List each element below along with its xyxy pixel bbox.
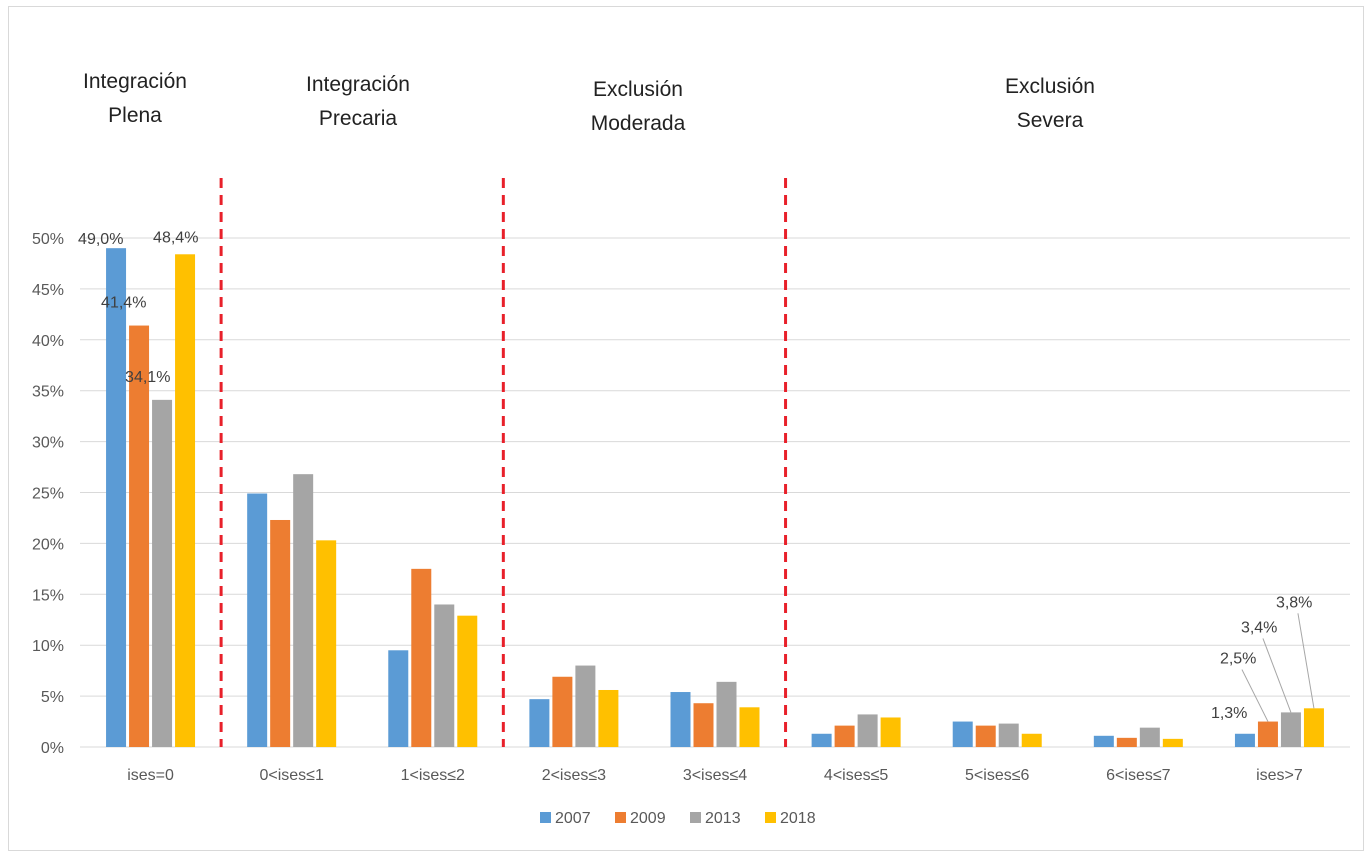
- bar-2009: [975, 725, 996, 747]
- bar-2018: [1303, 708, 1324, 747]
- bar-2018: [1021, 733, 1042, 747]
- legend-swatch-2009: [615, 812, 626, 823]
- group-title-line2: Moderada: [590, 112, 686, 135]
- bar-2018: [316, 540, 337, 747]
- legend-swatch-2007: [540, 812, 551, 823]
- group-title-exclusion-moderada: Exclusión Moderada: [528, 73, 748, 141]
- bar-2018: [880, 717, 901, 747]
- data-label: 3,8%: [1276, 594, 1312, 611]
- group-title-integracion-precaria: Integración Precaria: [248, 68, 468, 136]
- bar-2013: [857, 714, 878, 747]
- bar-2013: [1280, 712, 1301, 747]
- bar-2007: [388, 650, 409, 747]
- bar-2007: [811, 733, 832, 747]
- bar-2007: [106, 248, 127, 747]
- bar-2009: [693, 703, 714, 747]
- group-title-integracion-plena: Integración Plena: [25, 65, 245, 133]
- y-tick-label: 45%: [32, 282, 64, 299]
- bar-2018: [1162, 738, 1183, 747]
- group-title-line1: Exclusión: [593, 78, 683, 101]
- bar-2013: [998, 723, 1019, 747]
- data-label: 1,3%: [1211, 705, 1247, 722]
- group-title-line2: Plena: [108, 104, 162, 127]
- bar-2013: [293, 474, 314, 747]
- group-title-line1: Integración: [83, 70, 187, 93]
- bar-2007: [1093, 735, 1114, 747]
- bar-2007: [1234, 733, 1255, 747]
- group-title-line2: Severa: [1016, 109, 1084, 132]
- x-tick-label: 5<ises≤6: [965, 767, 1029, 784]
- data-label: 41,4%: [101, 295, 146, 312]
- legend-label: 2013: [705, 810, 741, 827]
- group-title-line2: Precaria: [318, 107, 398, 130]
- y-tick-label: 50%: [32, 231, 64, 248]
- data-label: 3,4%: [1241, 619, 1277, 636]
- data-label-leader: [1262, 638, 1292, 713]
- bar-2009: [1116, 737, 1137, 747]
- x-tick-label: ises=0: [127, 767, 174, 784]
- group-title-line1: Integración: [306, 73, 410, 96]
- bar-2013: [716, 681, 737, 747]
- bar-2018: [598, 689, 619, 747]
- bar-2009: [270, 519, 291, 747]
- bar-2013: [575, 665, 596, 747]
- data-label: 2,5%: [1220, 651, 1256, 668]
- bar-2007: [952, 721, 973, 747]
- legend-label: 2007: [555, 810, 591, 827]
- bar-2007: [529, 699, 550, 747]
- x-tick-label: 1<ises≤2: [401, 767, 465, 784]
- y-tick-label: 5%: [41, 689, 64, 706]
- y-tick-label: 30%: [32, 435, 64, 452]
- bar-2018: [739, 707, 760, 747]
- x-tick-label: ises>7: [1256, 767, 1303, 784]
- y-tick-label: 10%: [32, 638, 64, 655]
- legend-label: 2009: [630, 810, 666, 827]
- y-tick-label: 0%: [41, 740, 64, 757]
- bar-2007: [670, 692, 691, 747]
- bar-2009: [1257, 721, 1278, 747]
- data-label-leader: [1297, 613, 1315, 709]
- bar-2013: [152, 399, 173, 747]
- data-label: 49,0%: [78, 231, 123, 248]
- bar-2018: [175, 254, 196, 747]
- y-tick-label: 35%: [32, 384, 64, 401]
- bar-2013: [1139, 727, 1160, 747]
- data-label-leader: [1241, 669, 1269, 722]
- bar-2009: [411, 568, 432, 747]
- legend-swatch-2013: [690, 812, 701, 823]
- group-title-line1: Exclusión: [1005, 75, 1095, 98]
- x-tick-label: 2<ises≤3: [542, 767, 606, 784]
- bar-2009: [552, 676, 573, 747]
- y-tick-label: 20%: [32, 536, 64, 553]
- x-tick-label: 6<ises≤7: [1106, 767, 1170, 784]
- data-label: 34,1%: [125, 369, 170, 386]
- bar-2009: [834, 725, 855, 747]
- x-tick-label: 3<ises≤4: [683, 767, 747, 784]
- legend-label: 2018: [780, 810, 816, 827]
- bar-2013: [434, 604, 455, 747]
- legend-swatch-2018: [765, 812, 776, 823]
- y-tick-label: 40%: [32, 333, 64, 350]
- bar-2007: [247, 493, 268, 747]
- bar-2009: [129, 325, 150, 747]
- x-tick-label: 0<ises≤1: [259, 767, 323, 784]
- x-tick-label: 4<ises≤5: [824, 767, 888, 784]
- bar-2018: [457, 615, 478, 747]
- y-tick-label: 25%: [32, 486, 64, 503]
- data-label: 48,4%: [153, 229, 198, 246]
- group-title-exclusion-severa: Exclusión Severa: [940, 70, 1160, 138]
- y-tick-label: 15%: [32, 587, 64, 604]
